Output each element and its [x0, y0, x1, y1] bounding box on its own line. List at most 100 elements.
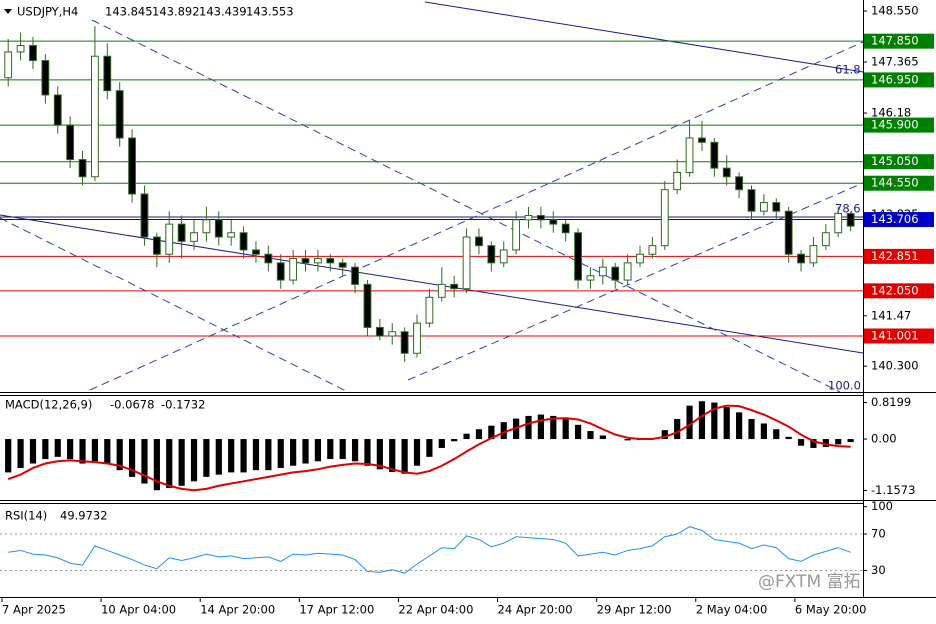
candle-body	[289, 258, 298, 281]
candle-body	[809, 245, 818, 264]
candle-body	[536, 215, 545, 221]
macd-bar	[302, 439, 309, 464]
macd-bar	[104, 439, 111, 464]
candle-body	[561, 223, 570, 234]
x-tick-label: 10 Apr 04:00	[101, 603, 176, 617]
signal-value: -0.1732	[161, 398, 205, 412]
panel-title: RSI(14)	[5, 509, 47, 523]
candle-body	[214, 219, 223, 238]
x-tick-label: 22 Apr 04:00	[398, 603, 473, 617]
macd-bar	[624, 439, 631, 441]
y-tick-label: 140.300	[871, 359, 919, 373]
level-label: 147.850	[871, 34, 919, 48]
macd-bar	[661, 430, 668, 440]
macd-bar	[736, 412, 743, 440]
macd-bar	[277, 439, 284, 468]
candle-body	[363, 283, 372, 328]
macd-bar	[203, 439, 210, 477]
candle-body	[450, 283, 459, 290]
macd-bar	[835, 439, 842, 445]
macd-bar	[91, 439, 99, 462]
candle-body	[375, 326, 384, 337]
rsi-value: 49.9732	[60, 509, 108, 523]
macd-bar	[525, 415, 532, 440]
macd-bar	[723, 407, 730, 440]
candle-body	[16, 44, 25, 53]
macd-bar	[5, 439, 12, 473]
candle-body	[165, 223, 174, 255]
candle-body	[512, 219, 521, 251]
dashed-line	[89, 41, 864, 391]
y-tick-label: 147.365	[871, 55, 919, 69]
level-label: 145.050	[871, 154, 919, 168]
candle-body	[722, 167, 731, 178]
macd-bar	[413, 439, 421, 466]
candle-body	[487, 245, 496, 264]
ohlc-value: 143.845	[105, 5, 153, 19]
level-label: 142.851	[871, 249, 919, 263]
x-tick-label: 17 Apr 12:00	[299, 603, 374, 617]
candle-body	[462, 236, 471, 290]
macd-bar	[29, 439, 37, 464]
macd-bar	[587, 431, 594, 440]
macd-bar	[760, 423, 767, 440]
macd-bar	[228, 439, 235, 473]
macd-bar	[327, 439, 334, 460]
macd-bar	[550, 415, 557, 440]
level-label-bg	[864, 212, 934, 228]
y-tick-label: 0.00	[871, 432, 897, 446]
candle-body	[190, 232, 198, 242]
y-tick-label: 146.18	[871, 106, 911, 120]
candle-body	[586, 275, 595, 281]
candle-body	[425, 296, 434, 324]
candle-body	[660, 189, 669, 247]
candle-body	[202, 219, 211, 234]
y-tick-label: 70	[871, 527, 886, 541]
macd-bar	[364, 439, 371, 466]
rsi-line	[8, 526, 851, 574]
y-tick-label: 141.47	[871, 308, 911, 322]
candle-body	[276, 262, 285, 281]
candle-body	[549, 219, 558, 225]
fib-label: 100.0	[828, 379, 861, 393]
macd-bar	[67, 439, 74, 460]
candle-body	[759, 202, 768, 212]
x-tick-label: 2 May 04:00	[696, 603, 768, 617]
macd-bar	[537, 414, 544, 440]
candle-body	[499, 249, 508, 264]
x-tick-label: 29 Apr 12:00	[597, 603, 672, 617]
macd-bar	[290, 439, 297, 466]
candle-body	[91, 55, 99, 178]
candle-body	[821, 232, 830, 247]
candle-body	[413, 322, 421, 354]
candle-body	[53, 94, 62, 126]
candle-body	[797, 253, 805, 264]
candle-body	[772, 202, 781, 212]
candle-body	[78, 159, 87, 178]
macd-bar	[252, 439, 260, 471]
macd-bar	[810, 439, 817, 448]
dashed-line	[407, 182, 864, 381]
macd-bar	[128, 439, 136, 477]
macd-bar	[773, 429, 780, 440]
macd-bar	[351, 439, 359, 462]
candle-body	[710, 141, 719, 169]
level-label-bg	[864, 175, 934, 191]
candle-body	[735, 176, 744, 191]
x-tick-label: 6 May 20:00	[795, 603, 867, 617]
level-label-bg	[864, 328, 934, 344]
menu-arrow[interactable]	[4, 9, 12, 14]
macd-bar	[166, 439, 173, 488]
panel-title: MACD(12,26,9)	[5, 398, 92, 412]
candle-body	[834, 212, 843, 234]
candle-body	[524, 215, 533, 221]
candle-body	[437, 283, 446, 298]
x-tick-label: 24 Apr 20:00	[498, 603, 573, 617]
candle-body	[846, 213, 855, 227]
ohlc-value: 143.439	[199, 5, 247, 19]
macd-bar	[488, 425, 495, 440]
ohlc-value: 143.892	[152, 5, 200, 19]
candle-body	[152, 236, 161, 255]
macd-bar	[178, 439, 185, 486]
panel-frames	[0, 0, 936, 598]
